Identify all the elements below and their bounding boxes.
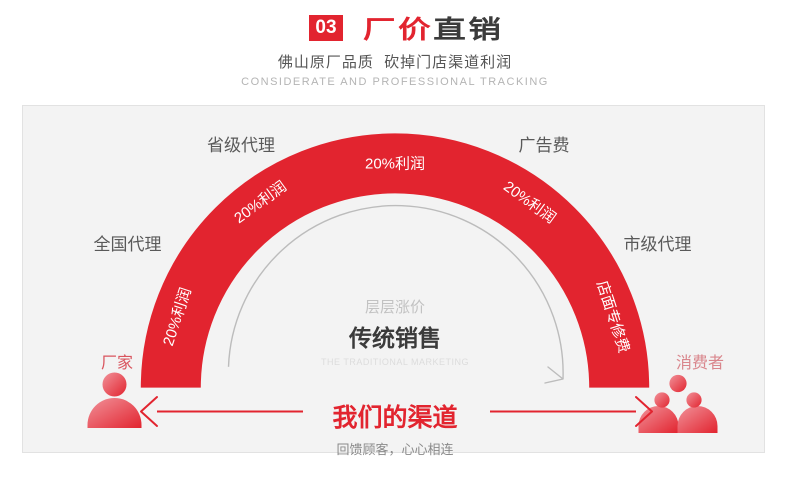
svg-text:20%利润: 20%利润: [365, 155, 425, 172]
